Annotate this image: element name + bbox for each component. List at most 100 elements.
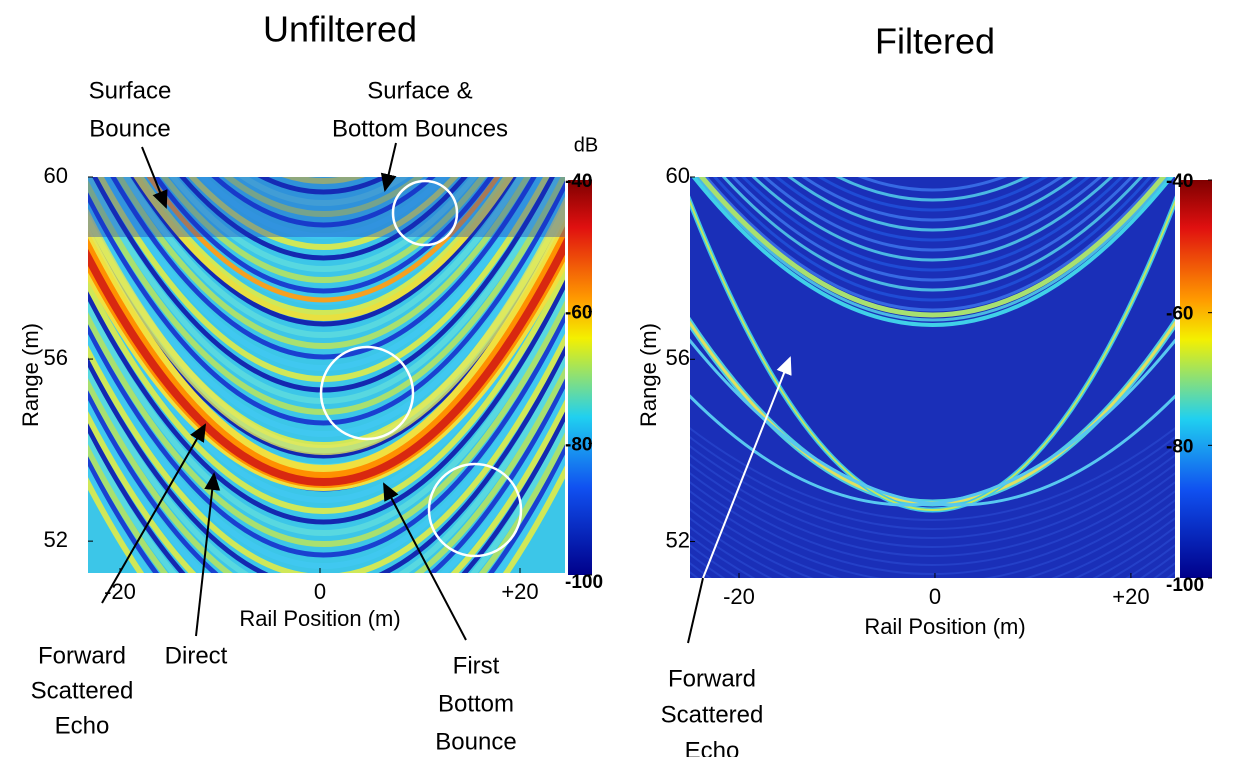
band: [88, 180, 565, 426]
band: [690, 427, 1175, 521]
band: [690, 499, 1175, 578]
band: [690, 490, 1175, 578]
annotation: Bottom: [438, 690, 514, 717]
band: [88, 345, 565, 573]
band: [801, 177, 1064, 222]
band: [88, 177, 565, 415]
band: [858, 177, 1007, 192]
y-tick-label: 60: [44, 163, 68, 188]
band: [88, 398, 565, 573]
band: [88, 464, 565, 573]
x-axis-label: Rail Position (m): [239, 606, 400, 631]
band: [179, 177, 468, 261]
x-axis-label: Rail Position (m): [864, 614, 1025, 639]
band: [282, 177, 365, 184]
band: [88, 411, 565, 573]
band: [91, 177, 556, 393]
highlight-circle: [391, 179, 459, 247]
band: [690, 535, 1175, 578]
x-tick-label: +20: [501, 579, 538, 604]
band: [695, 177, 1170, 322]
annotation: Scattered: [31, 677, 134, 704]
band: [787, 177, 1078, 232]
colorbar-tick-label: -60: [565, 303, 592, 324]
band: [169, 177, 478, 272]
annotation: Echo: [685, 737, 740, 757]
colorbar-tick-label: -60: [1166, 304, 1193, 325]
annotation: First: [453, 652, 500, 679]
x-tick-label: -20: [723, 584, 755, 609]
band: [88, 266, 565, 514]
band: [690, 463, 1175, 557]
band: [88, 453, 565, 573]
annotation-arrow: [383, 482, 467, 641]
band: [130, 177, 517, 327]
band: [198, 177, 449, 239]
band: [146, 177, 501, 303]
band: [690, 517, 1175, 578]
x-tick-label: 0: [314, 579, 326, 604]
band: [137, 177, 510, 316]
band: [160, 177, 487, 283]
annotation-arrow: [195, 472, 221, 637]
band: [690, 544, 1175, 578]
band: [690, 553, 1175, 578]
annotation: Bounce: [435, 728, 516, 755]
band: [690, 199, 1175, 511]
band: [690, 526, 1175, 578]
band: [704, 177, 1161, 312]
band: [774, 177, 1091, 242]
y-tick-label: 60: [666, 163, 690, 188]
band: [698, 177, 1167, 318]
annotation-line: [687, 577, 704, 644]
band: [88, 354, 565, 573]
band: [88, 279, 565, 525]
heatmap: [690, 177, 1175, 578]
band: [690, 445, 1175, 539]
colorbar-tick-label: -100: [1166, 575, 1204, 596]
band: [88, 288, 565, 536]
band: [88, 196, 565, 455]
band: [762, 177, 1103, 252]
annotation: Surface: [89, 77, 172, 104]
y-tick-label: 52: [666, 527, 690, 552]
highlight-circle: [319, 345, 415, 441]
annotation: Bottom Bounces: [332, 115, 508, 142]
y-axis-label: Range (m): [18, 323, 43, 427]
band: [88, 444, 565, 573]
chart-title: Filtered: [875, 21, 995, 62]
band: [751, 177, 1114, 262]
band: [690, 508, 1175, 578]
band: [188, 177, 459, 250]
annotation: Forward: [38, 642, 126, 669]
band: [257, 177, 390, 195]
band: [88, 431, 565, 573]
y-tick-label: 56: [44, 345, 68, 370]
y-axis-label: Range (m): [636, 323, 661, 427]
highlight-circle: [427, 462, 523, 558]
y-tick-label: 52: [44, 527, 68, 552]
band: [110, 177, 537, 360]
band: [712, 177, 1153, 302]
band: [88, 365, 565, 573]
heatmap-shade: [88, 177, 565, 237]
annotation: Direct: [165, 642, 228, 669]
band: [691, 177, 1174, 327]
band: [731, 177, 1134, 282]
colorbar-tick-label: -100: [565, 572, 603, 593]
heatmap: [88, 177, 565, 573]
colorbar: [1180, 180, 1212, 578]
band: [835, 177, 1030, 202]
band: [223, 177, 424, 217]
band: [690, 571, 1175, 578]
annotation: Forward: [668, 665, 756, 692]
band: [88, 236, 565, 486]
colorbar-label: dB: [574, 134, 598, 156]
chart-title: Unfiltered: [263, 9, 417, 50]
y-tick-label: 56: [666, 345, 690, 370]
band: [722, 177, 1143, 292]
band: [817, 177, 1048, 212]
band: [88, 299, 565, 547]
band: [88, 189, 565, 437]
x-tick-label: 0: [929, 584, 941, 609]
